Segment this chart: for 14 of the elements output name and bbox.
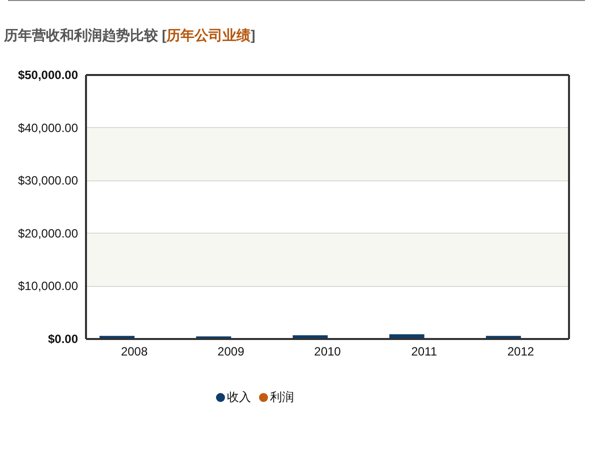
y-tick-label: $0.00 — [48, 332, 78, 346]
y-tick-label: $50,000.00 — [18, 68, 78, 82]
legend-label: 收入 — [226, 389, 251, 406]
y-tick-label: $30,000.00 — [18, 174, 78, 188]
y-tick-label: $40,000.00 — [18, 120, 78, 135]
chart-title: 历年营收和利润趋势比较 [历年公司业绩] — [4, 27, 256, 45]
y-tick-label: $20,000.00 — [18, 226, 78, 240]
y-tick-label: $10,000.00 — [18, 279, 78, 294]
legend-label: 利润 — [269, 389, 294, 406]
x-tick-label: 2009 — [218, 344, 245, 359]
x-tick-label: 2010 — [314, 344, 342, 359]
x-tick-label: 2012 — [507, 344, 534, 359]
x-tick-label: 2011 — [411, 344, 438, 359]
x-tick-label: 2008 — [120, 344, 148, 359]
